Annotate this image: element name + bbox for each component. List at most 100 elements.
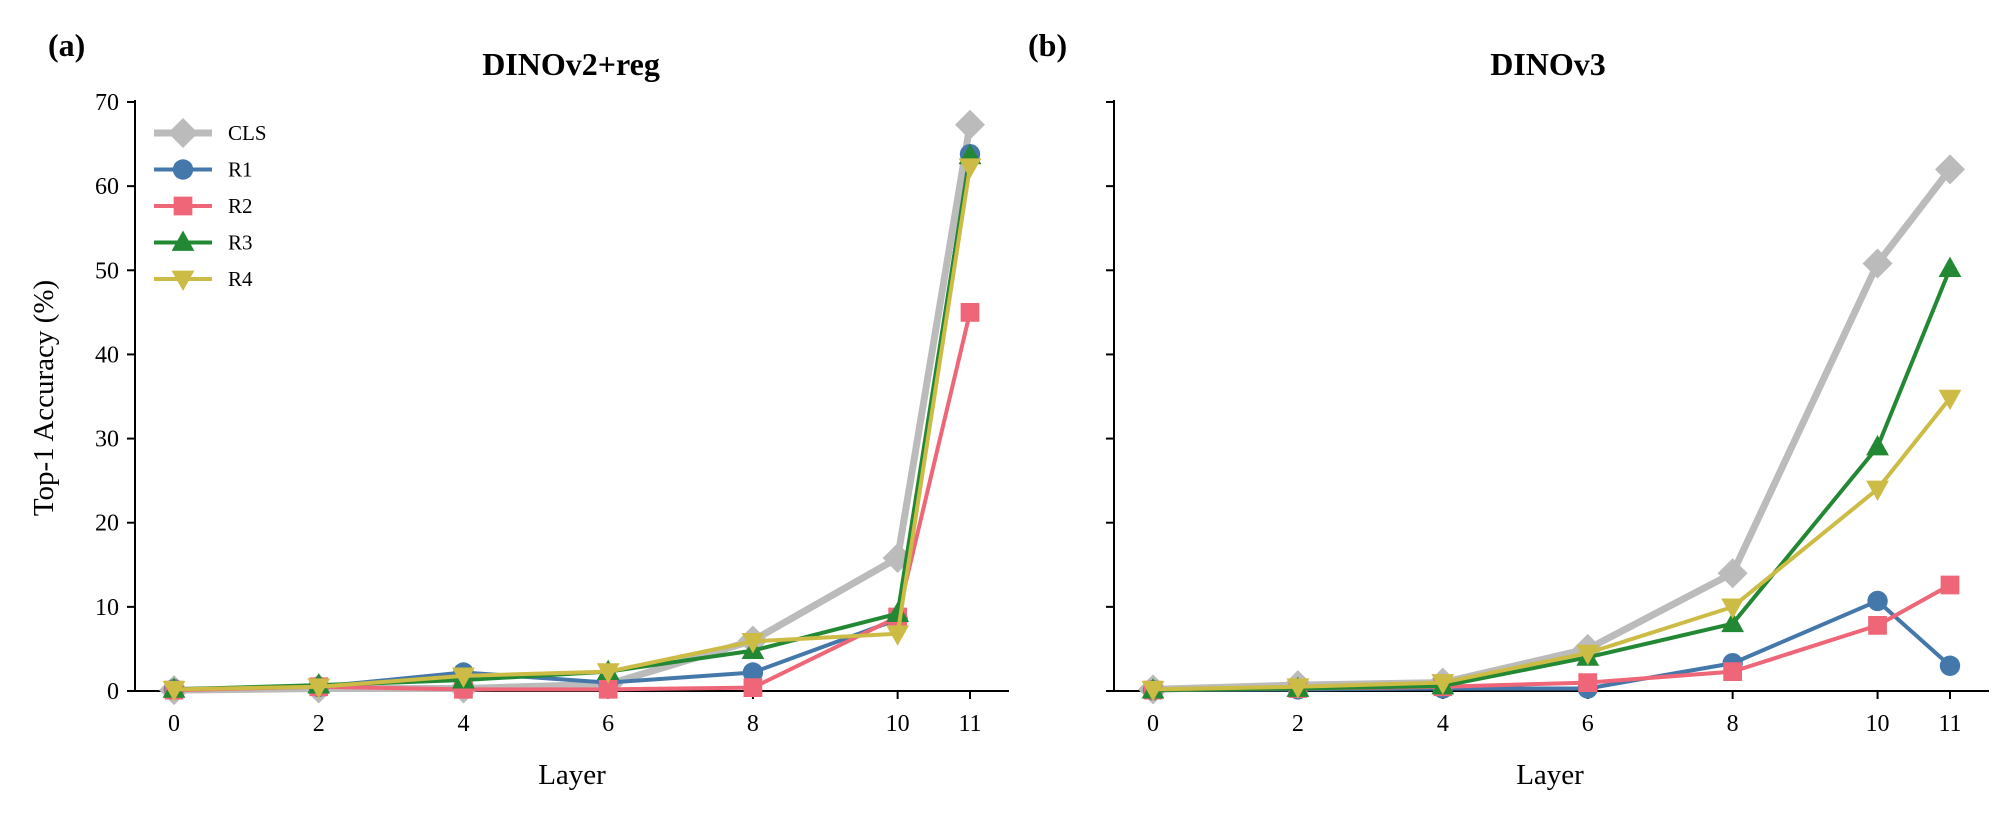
x-ticks: 0 2 4 6 8 10 11 xyxy=(1147,691,1962,737)
data-point xyxy=(958,158,982,179)
panel-a: (a) DINOv2+reg Layer Top-1 Accuracy (%) … xyxy=(28,27,1009,791)
data-point xyxy=(1862,248,1893,279)
x-tick-label: 0 xyxy=(1147,711,1159,737)
data-point xyxy=(1721,611,1745,633)
plot-area xyxy=(159,109,985,706)
series-line xyxy=(1152,598,1952,693)
series-line xyxy=(1152,396,1952,692)
data-point xyxy=(1717,558,1748,589)
data-point xyxy=(960,302,980,322)
x-tick-label: 6 xyxy=(602,711,614,737)
data-point xyxy=(1866,434,1889,456)
y-tick-label: 0 xyxy=(107,679,119,705)
data-point xyxy=(1935,154,1965,185)
legend-marker xyxy=(171,230,195,251)
x-tick-label: 11 xyxy=(958,711,981,737)
y-ticks xyxy=(1106,101,1114,692)
legend: CLS R1 R2 R3 R4 xyxy=(154,118,267,291)
data-point xyxy=(1938,256,1962,278)
legend-marker xyxy=(171,270,195,291)
x-axis-label: Layer xyxy=(538,759,606,791)
data-point xyxy=(1431,674,1455,695)
y-tick-label: 30 xyxy=(95,427,119,453)
series-line xyxy=(1152,267,1952,693)
x-tick-label: 4 xyxy=(457,711,469,737)
x-tick-label: 0 xyxy=(168,711,180,737)
legend-label: R3 xyxy=(228,231,253,255)
x-tick-label: 2 xyxy=(313,711,325,737)
series-cls xyxy=(1138,154,1965,705)
x-tick-label: 6 xyxy=(1582,711,1594,737)
y-tick-label: 50 xyxy=(95,258,119,284)
series-r3 xyxy=(162,143,982,698)
series-line xyxy=(173,311,972,693)
data-point xyxy=(307,678,331,699)
data-point xyxy=(596,663,620,684)
series-line xyxy=(173,153,972,692)
data-point xyxy=(1938,389,1962,411)
y-axis-label: Top-1 Accuracy (%) xyxy=(28,280,60,516)
series-line xyxy=(1152,583,1951,693)
x-tick-label: 11 xyxy=(1938,711,1961,737)
y-tick-label: 70 xyxy=(95,90,119,116)
series-r1 xyxy=(163,143,981,700)
x-tick-label: 10 xyxy=(1866,711,1890,737)
panel-label: (b) xyxy=(1028,27,1067,63)
x-ticks: 0 2 4 6 8 10 11 xyxy=(168,691,982,737)
panel-label: (a) xyxy=(48,27,85,63)
data-point xyxy=(1940,575,1960,595)
legend-item-r3: R3 xyxy=(154,230,253,255)
legend-item-r1: R1 xyxy=(154,158,253,182)
y-tick-label: 60 xyxy=(95,174,119,200)
data-point xyxy=(598,679,618,699)
y-tick-label: 10 xyxy=(95,595,119,621)
legend-label: R1 xyxy=(228,158,253,182)
data-point xyxy=(955,109,985,140)
series-line xyxy=(173,124,974,694)
legend-label: CLS xyxy=(228,121,267,145)
y-tick-label: 20 xyxy=(95,511,119,537)
series-r2 xyxy=(1143,575,1960,700)
series-line xyxy=(1152,167,1953,693)
data-point xyxy=(741,632,765,654)
series-cls xyxy=(159,109,985,706)
y-tick-label: 40 xyxy=(95,342,119,368)
data-point xyxy=(1939,655,1961,676)
plot-area xyxy=(1138,154,1965,705)
x-tick-label: 2 xyxy=(1292,711,1304,737)
data-point xyxy=(1286,678,1310,699)
series-r4 xyxy=(1141,389,1962,702)
x-tick-label: 10 xyxy=(886,711,910,737)
y-ticks: 0 10 20 30 40 50 60 70 xyxy=(95,90,135,705)
chart-title: DINOv3 xyxy=(1490,46,1606,82)
axes xyxy=(134,100,1009,692)
data-point xyxy=(1867,590,1888,612)
series-r4 xyxy=(162,158,982,702)
x-tick-label: 8 xyxy=(1727,711,1739,737)
legend-marker xyxy=(173,196,193,216)
legend-label: R4 xyxy=(228,267,253,291)
series-r2 xyxy=(164,302,980,700)
x-axis-label: Layer xyxy=(1516,759,1584,791)
series-line xyxy=(173,155,972,692)
axes xyxy=(1113,100,1989,692)
data-point xyxy=(452,667,475,688)
chart-title: DINOv2+reg xyxy=(482,46,660,82)
x-tick-label: 4 xyxy=(1437,711,1449,737)
data-point xyxy=(1868,616,1887,635)
data-point xyxy=(886,625,910,646)
legend-label: R2 xyxy=(228,194,253,218)
data-point xyxy=(886,601,910,622)
data-point xyxy=(1866,480,1889,502)
data-point xyxy=(1721,598,1745,619)
data-point xyxy=(743,678,763,697)
data-point xyxy=(1578,673,1598,692)
data-point xyxy=(742,662,764,683)
data-point xyxy=(162,680,186,702)
data-point xyxy=(1576,644,1600,666)
series-r3 xyxy=(1141,256,1962,699)
legend-item-cls: CLS xyxy=(154,118,267,148)
x-tick-label: 8 xyxy=(747,711,759,737)
panel-b: (b) DINOv3 Layer 0 2 4 6 8 10 11 xyxy=(1028,27,1989,791)
